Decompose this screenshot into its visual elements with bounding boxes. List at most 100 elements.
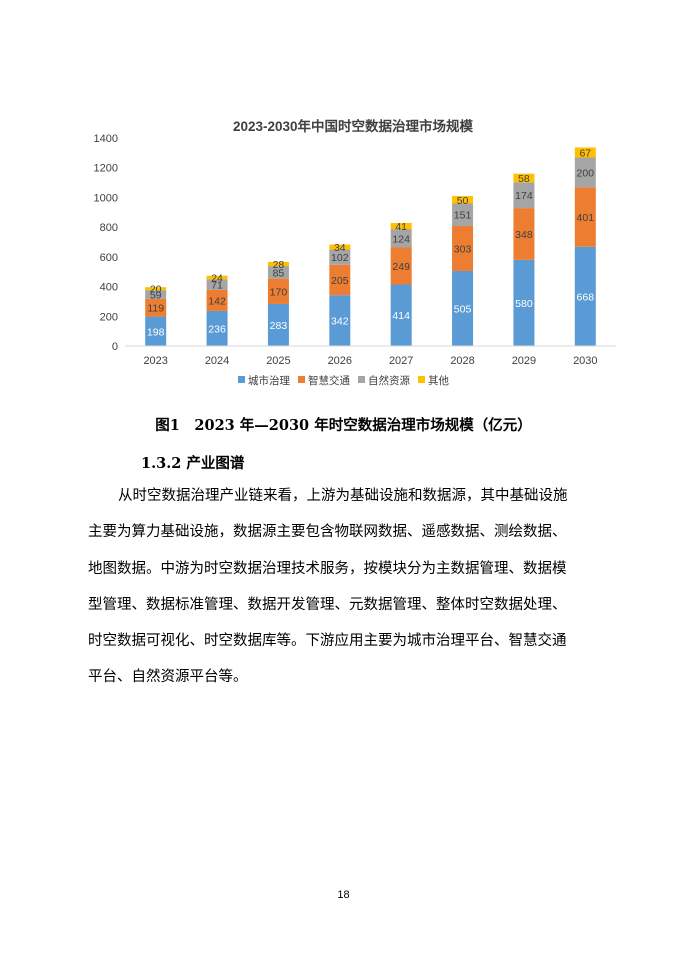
bar-segment (206, 275, 228, 280)
bar-segment (390, 247, 412, 285)
x-tick-label: 2027 (389, 355, 413, 367)
bar-segment (145, 290, 167, 299)
legend-label: 城市治理 (248, 374, 290, 387)
data-label: 142 (208, 295, 226, 307)
data-label: 342 (331, 316, 349, 328)
data-label: 205 (331, 275, 349, 287)
paragraph-line: 型管理、数据标准管理、数据开发管理、元数据管理、整体时空数据处理、 (88, 596, 567, 613)
bar-segment (574, 157, 596, 188)
data-label: 249 (392, 261, 410, 273)
y-tick-label: 200 (100, 311, 118, 323)
bar-segment (513, 259, 535, 346)
legend: 城市治理 智慧交通 自然资源 其他 (238, 374, 449, 387)
x-tick-label: 2025 (266, 355, 290, 367)
data-label: 505 (454, 303, 472, 315)
figure-caption: 图1 2023 年—2030 年时空数据治理市场规模（亿元） (155, 417, 532, 434)
legend-swatch (358, 376, 365, 383)
bar-segment (206, 310, 228, 346)
bar-segment (329, 244, 351, 250)
bar-segment (267, 266, 289, 279)
bar-segment (145, 298, 167, 317)
bar-segment (452, 270, 474, 346)
page-number: 18 (337, 889, 350, 901)
data-label: 102 (331, 252, 349, 264)
bar-segment (206, 289, 228, 311)
data-label: 170 (270, 286, 288, 298)
x-axis: 2023 2024 2025 2026 2027 2028 2029 2030 (125, 345, 616, 367)
x-tick-label: 2026 (328, 355, 352, 367)
legend-swatch (238, 376, 245, 383)
data-label: 71 (211, 280, 223, 292)
data-label: 580 (515, 298, 533, 310)
bar-segment (267, 303, 289, 346)
bar-segment (574, 147, 596, 158)
data-label: 283 (270, 320, 288, 332)
bar-segment (513, 173, 535, 183)
bar-segment (145, 316, 167, 346)
data-label: 124 (392, 233, 410, 245)
body-paragraph: 从时空数据治理产业链来看，上游为基础设施和数据源，其中基础设施 主要为算力基础设… (88, 478, 616, 696)
bar-segment (513, 208, 535, 260)
legend-swatch (418, 376, 425, 383)
x-tick-label: 2024 (205, 355, 229, 367)
market-size-chart: 2023-2030年中国时空数据治理市场规模 0 200 400 600 800 1000… (88, 108, 618, 400)
bar-segment (574, 187, 596, 247)
data-label: 59 (150, 290, 162, 302)
bar-segment (452, 196, 474, 204)
bar-segment (513, 182, 535, 209)
bar-segment (267, 261, 289, 267)
data-label: 198 (147, 326, 165, 338)
x-tick-label: 2023 (143, 355, 167, 367)
data-label: 24 (211, 273, 223, 285)
y-tick-label: 0 (112, 341, 118, 353)
y-tick-label: 1400 (94, 133, 118, 145)
data-label: 236 (208, 323, 226, 335)
bar-segment (452, 225, 474, 271)
legend-label: 自然资源 (368, 374, 410, 387)
data-label: 348 (515, 229, 533, 241)
data-label: 58 (518, 173, 530, 185)
data-label: 119 (147, 303, 164, 315)
bar-segment (145, 287, 167, 291)
paragraph-line: 时空数据可视化、时空数据库等。下游应用主要为城市治理平台、智慧交通 (88, 633, 567, 650)
x-tick-label: 2030 (573, 355, 597, 367)
y-tick-label: 400 (100, 282, 118, 294)
bar-segment (329, 249, 351, 265)
bar-segment (329, 295, 351, 346)
chart-title: 2023-2030年中国时空数据治理市场规模 (233, 118, 474, 134)
paragraph-line: 地图数据。中游为时空数据治理技术服务，按模块分为主数据管理、数据模 (88, 560, 567, 577)
x-tick-label: 2029 (512, 355, 536, 367)
bar-segment (574, 246, 596, 346)
data-label: 85 (273, 267, 285, 279)
data-label: 20 (150, 284, 162, 296)
stacked-bar-chart: 2023-2030年中国时空数据治理市场规模 0 200 400 600 800 1000… (94, 118, 616, 387)
y-tick-label: 1000 (94, 192, 118, 204)
data-label: 303 (454, 243, 472, 255)
legend-label: 其他 (428, 374, 449, 387)
bar-segment (267, 278, 289, 304)
x-tick-label: 2028 (450, 355, 474, 367)
data-label: 668 (577, 291, 595, 303)
paragraph-line: 平台、自然资源平台等。 (88, 669, 248, 686)
data-label: 50 (457, 195, 469, 207)
y-tick-label: 600 (100, 252, 118, 264)
bar-segment (390, 229, 412, 248)
paragraph-line: 主要为算力基础设施，数据源主要包含物联网数据、遥感数据、测绘数据、 (88, 524, 567, 541)
data-label: 200 (577, 167, 595, 179)
data-label: 28 (273, 259, 285, 271)
bar-segment (329, 264, 351, 296)
bar-segment (390, 284, 412, 346)
data-label: 414 (392, 310, 410, 322)
data-label: 401 (577, 212, 595, 224)
data-label: 34 (334, 242, 346, 254)
y-tick-label: 800 (100, 222, 118, 234)
data-label: 174 (515, 190, 533, 202)
bars: 1981195920236142712428317085283422051023… (145, 147, 596, 346)
legend-label: 智慧交通 (308, 374, 350, 387)
paragraph-line: 从时空数据治理产业链来看，上游为基础设施和数据源，其中基础设施 (118, 488, 568, 504)
bar-segment (390, 222, 412, 230)
data-label: 67 (579, 147, 591, 159)
y-tick-label: 1200 (94, 163, 118, 175)
data-label: 151 (454, 210, 472, 222)
bar-segment (206, 279, 228, 290)
